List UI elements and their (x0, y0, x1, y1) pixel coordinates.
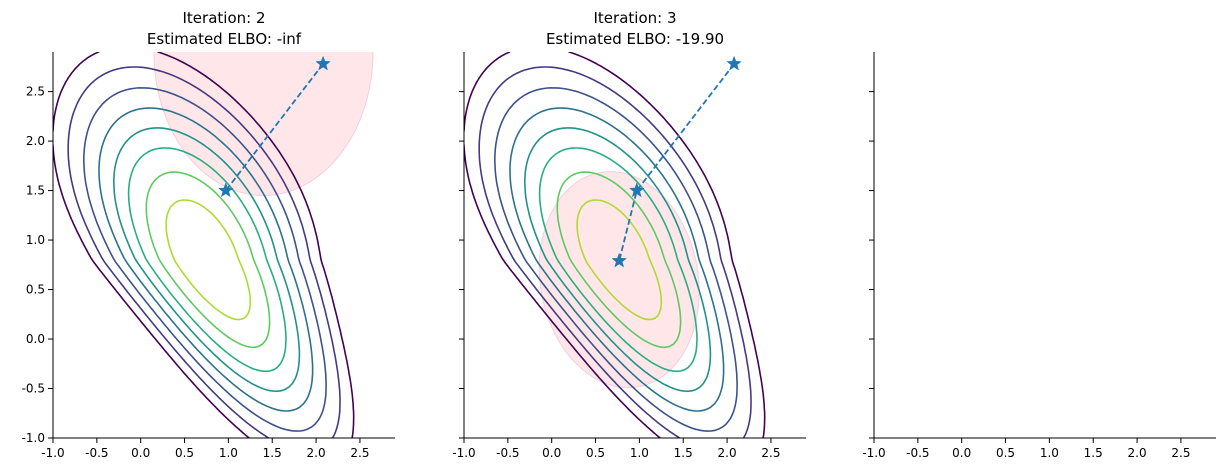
panel-1-x-tick-label: 0.0 (131, 446, 150, 460)
panel-1-y-tick-label: 2.5 (26, 85, 45, 99)
panel-2-x-tick-label: 1.0 (630, 446, 649, 460)
panel-1-contour-level-8 (165, 199, 252, 321)
panel-2-axes: -1.0 -0.5 0.0 0.5 1.0 1.5 2.0 2.5 (452, 52, 806, 460)
panel-3-x-tick-label: 2.5 (1171, 446, 1190, 460)
panel-2-contour-level-4 (509, 107, 725, 412)
panel-3-x-tick-label: 0.5 (996, 446, 1015, 460)
panel-1-contour-level-4 (98, 107, 314, 412)
panel-2-contour-level-7 (556, 171, 682, 349)
panel-2-x-tick-label: 0.0 (542, 446, 561, 460)
panel-1-x-tick-label: 2.5 (350, 446, 369, 460)
panel-1-contour-level-6 (127, 147, 287, 373)
panel-3-x-tick-label: 1.5 (1084, 446, 1103, 460)
panel-2-contour-level-1 (464, 52, 766, 438)
panel-1-x-tick-label: -1.0 (41, 446, 64, 460)
panel-2-path-marker-3 (611, 252, 628, 268)
panel-1-y-tick-label: 0.0 (26, 332, 45, 346)
panel-1-path-marker-1 (315, 55, 331, 71)
panel-2-x-tick-label: 2.0 (718, 446, 737, 460)
panel-2-path-marker-1 (726, 55, 742, 71)
panel-1-x-tick-label: 1.0 (219, 446, 238, 460)
panel-2-plot (464, 52, 766, 438)
panel-2-title-line1: Iteration: 3 (594, 9, 677, 27)
panel-2-contour-level-5 (524, 127, 712, 392)
panel-2-x-tick-label: -0.5 (496, 446, 519, 460)
panel-1-title-line2: Estimated ELBO: -inf (147, 30, 302, 48)
panel-1-y-tick-label: -1.0 (22, 431, 45, 445)
panel-1-axes: -1.0 -0.5 0.0 0.5 1.0 1.5 2.0 2.5 -1.0 -0.5 0.0 0.5… (22, 52, 395, 460)
panel-1-contour-layer (53, 52, 355, 438)
panel-1-x-tick-label: -0.5 (85, 446, 108, 460)
panel-1-plot (53, 52, 374, 438)
panel-1-x-tick-label: 1.5 (263, 446, 282, 460)
panel-2-path-marker-2 (628, 182, 645, 198)
panel-2-x-tick-label: 2.5 (761, 446, 780, 460)
panel-2-title-line2: Estimated ELBO: -19.90 (546, 30, 724, 48)
panel-1-y-tick-label: 0.5 (26, 283, 45, 297)
panel-1-contour-level-2 (67, 66, 341, 438)
panel-2-x-tick-label: 1.5 (674, 446, 693, 460)
panel-2-contour-layer (464, 52, 766, 438)
panel-2-contour-level-2 (478, 66, 752, 438)
panel-3-axes: -1.0 -0.5 0.0 0.5 1.0 1.5 2.0 2.5 (862, 52, 1216, 460)
panel-2-path-layer (611, 55, 742, 268)
panel-1-y-tick-label: 2.0 (26, 134, 45, 148)
panel-2: Iteration: 3 Estimated ELBO: -19.90 -1.0… (452, 9, 806, 460)
panel-3-x-tick-label: -0.5 (906, 446, 929, 460)
panel-2-approx-ellipse (538, 171, 700, 389)
panel-2-path-line (618, 63, 735, 262)
panel-1-path-marker-2 (217, 182, 234, 198)
panel-2-contour-level-6 (538, 147, 698, 373)
panel-3-x-tick-label: 2.0 (1128, 446, 1147, 460)
panel-1-contour-level-7 (145, 171, 271, 349)
panel-2-x-tick-label: 0.5 (586, 446, 605, 460)
panel-2-ellipse-layer (538, 171, 700, 389)
panel-1-title-line1: Iteration: 2 (183, 9, 266, 27)
panel-1-ellipse-layer (153, 52, 374, 196)
panel-1-x-tick-label: 0.5 (175, 446, 194, 460)
panel-2-contour-level-8 (576, 199, 663, 321)
panel-1-contour-level-1 (53, 52, 355, 438)
panel-1-contour-level-3 (83, 87, 327, 432)
panel-3-x-tick-label: 1.0 (1040, 446, 1059, 460)
panel-1-y-tick-label: 1.5 (26, 184, 45, 198)
panel-1-contour-level-5 (113, 127, 301, 392)
panel-1-path-layer (217, 55, 331, 198)
panel-2-x-tick-label: -1.0 (452, 446, 475, 460)
panel-1-x-tick-label: 2.0 (307, 446, 326, 460)
panel-2-contour-level-3 (494, 87, 738, 432)
panel-3: -1.0 -0.5 0.0 0.5 1.0 1.5 2.0 2.5 (862, 52, 1216, 460)
panel-1-y-tick-label: -0.5 (22, 382, 45, 396)
panel-3-x-tick-label: -1.0 (862, 446, 885, 460)
panel-1-approx-ellipse (153, 52, 374, 196)
panel-1-y-tick-label: 1.0 (26, 233, 45, 247)
panel-3-x-tick-label: 0.0 (952, 446, 971, 460)
panel-1: Iteration: 2 Estimated ELBO: -inf -1.0 -0… (22, 9, 395, 460)
